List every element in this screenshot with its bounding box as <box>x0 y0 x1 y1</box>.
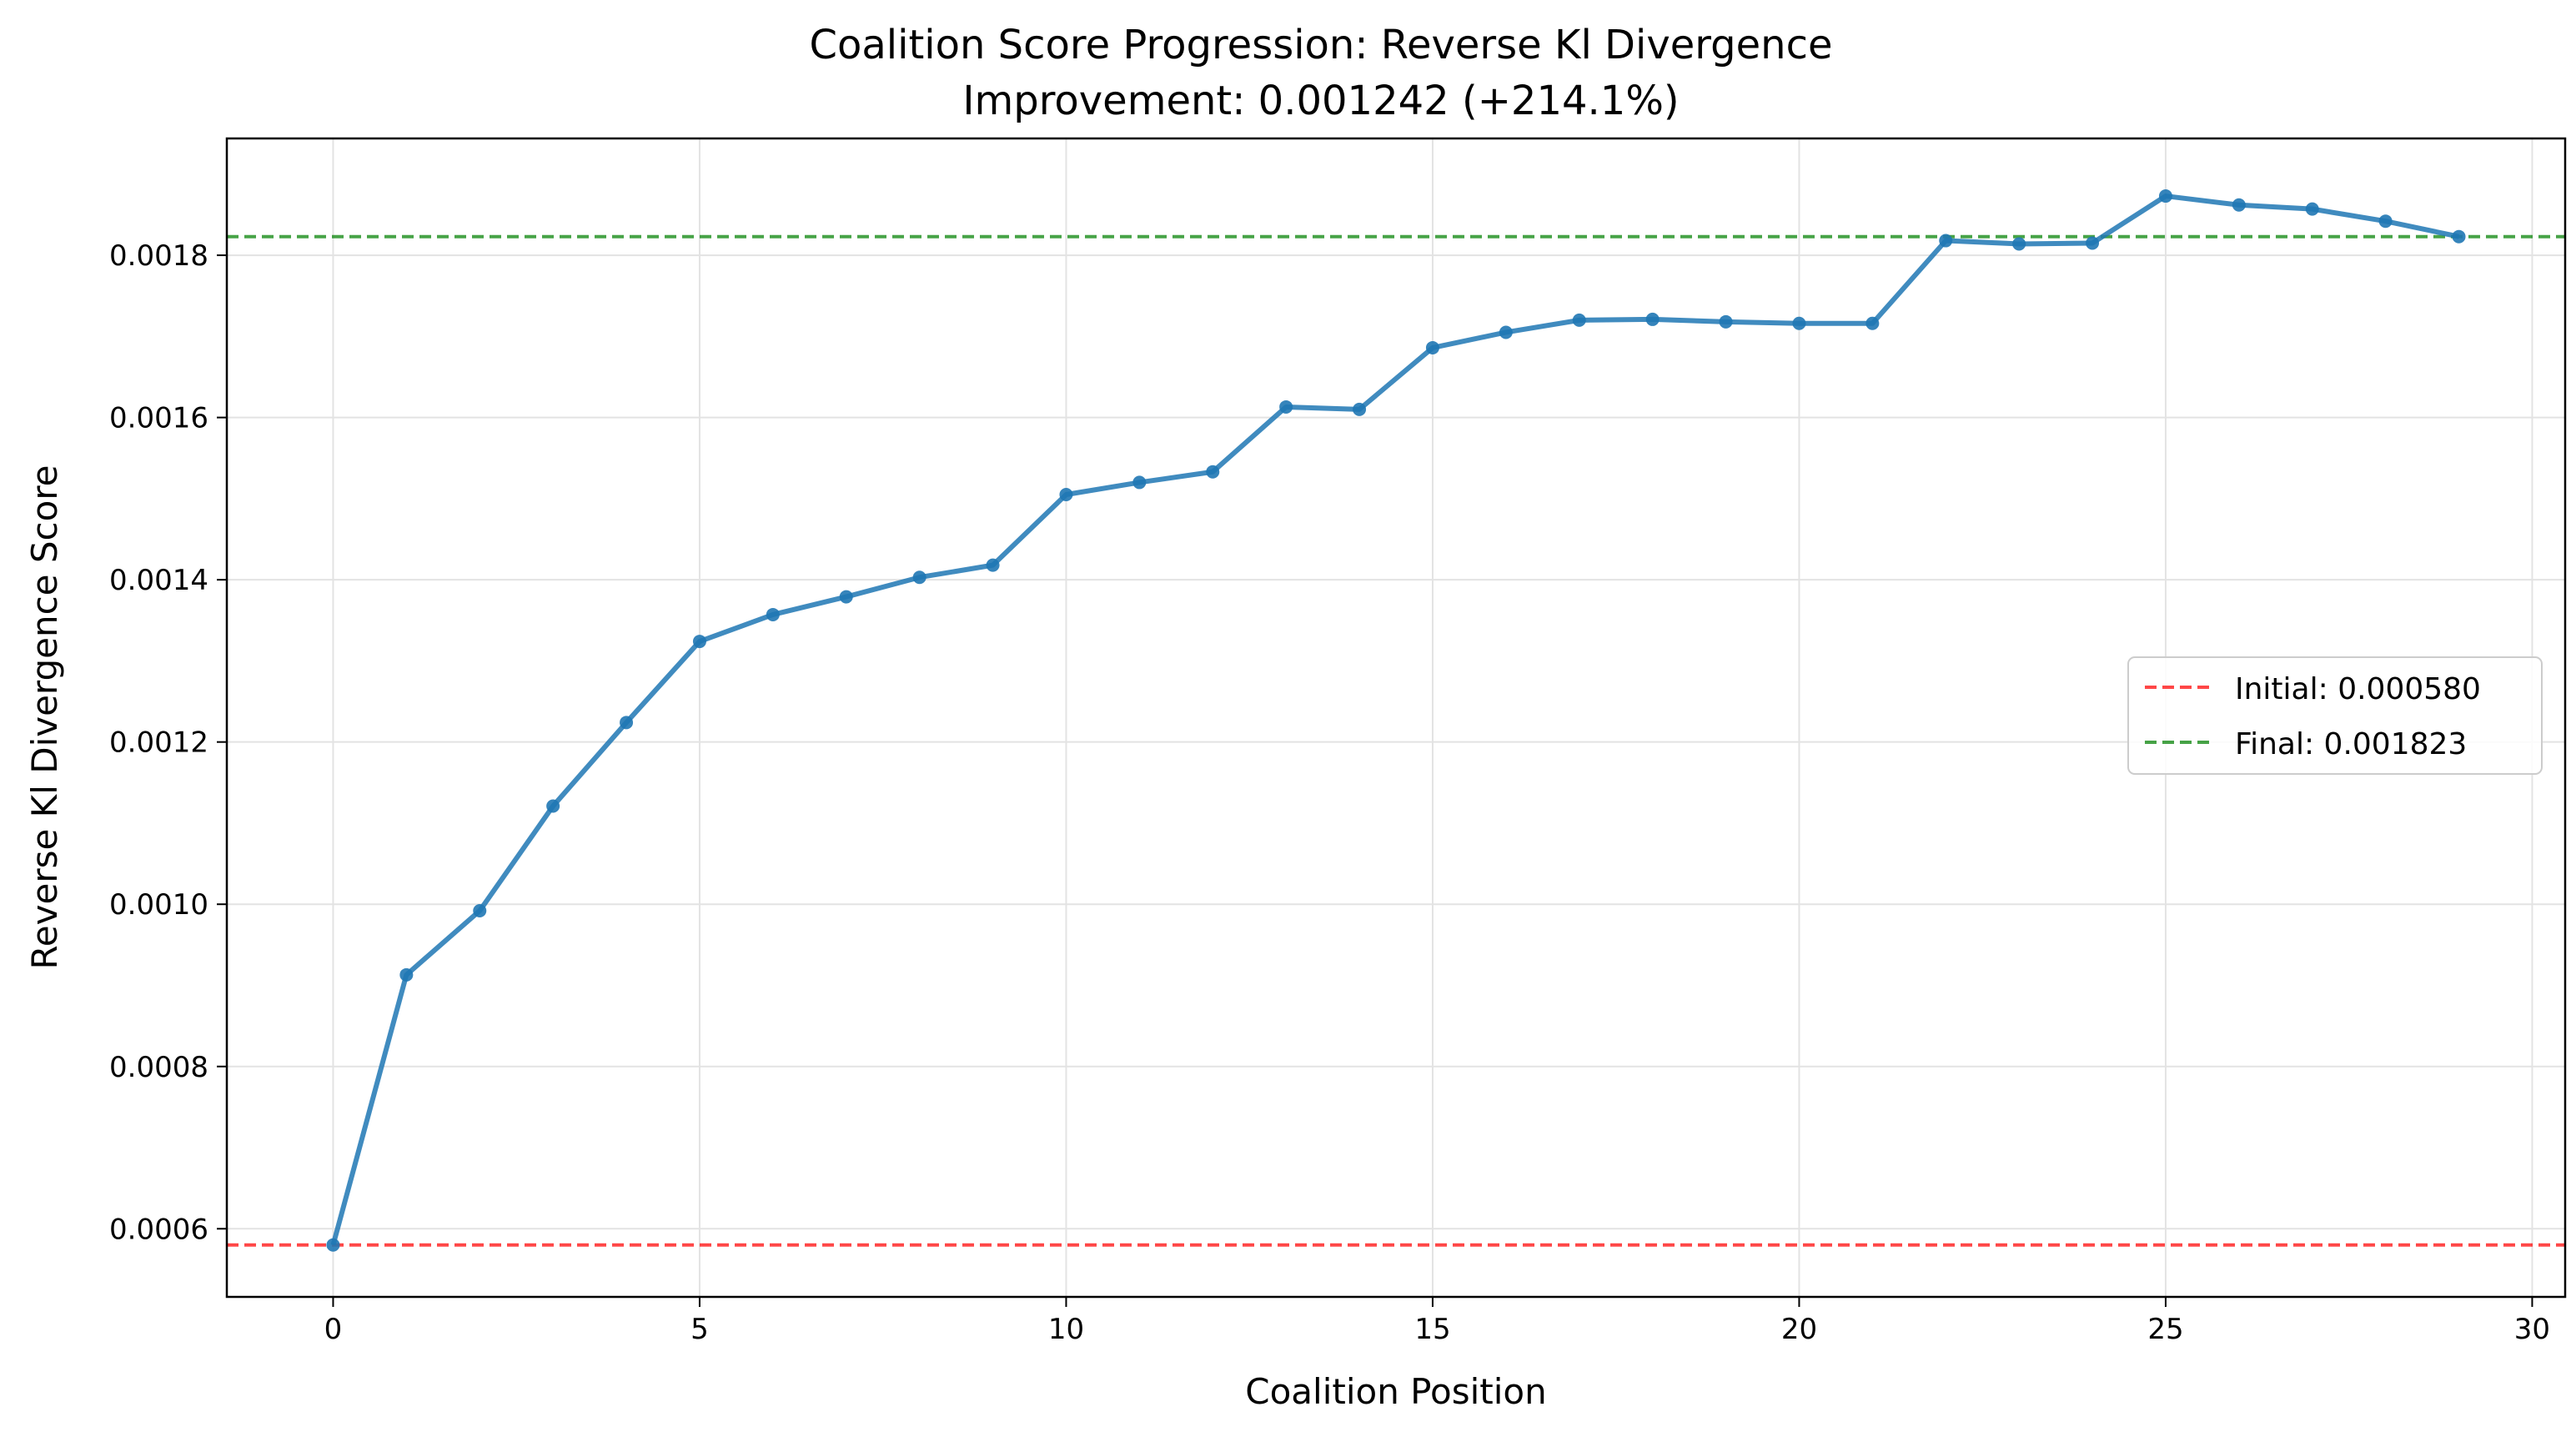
x-tick-label: 15 <box>1414 1313 1450 1346</box>
data-point <box>1499 325 1513 339</box>
plot-frame <box>225 137 2567 1299</box>
data-point <box>1132 475 1147 490</box>
data-point <box>1059 488 1073 502</box>
x-tick-label: 20 <box>1781 1313 1817 1346</box>
data-point <box>326 1238 340 1252</box>
chart-subtitle: Improvement: 0.001242 (+214.1%) <box>962 78 1679 124</box>
series-layer <box>326 189 2466 1252</box>
y-tick-label: 0.0006 <box>109 1213 208 1246</box>
data-point <box>1865 316 1880 330</box>
data-point <box>2378 214 2393 229</box>
data-point <box>766 607 780 621</box>
legend: Initial: 0.000580 Final: 0.001823 <box>2127 656 2543 775</box>
data-point <box>1792 316 1806 330</box>
data-point <box>692 635 706 649</box>
y-tick-label: 0.0018 <box>109 239 208 273</box>
x-tick-label: 5 <box>690 1313 709 1346</box>
data-point <box>2158 189 2172 203</box>
y-tick-label: 0.0010 <box>109 888 208 922</box>
data-point <box>2012 237 2026 251</box>
data-point <box>839 590 853 604</box>
y-tick-label: 0.0014 <box>109 564 208 597</box>
data-point <box>1353 402 1367 416</box>
data-point <box>1206 465 1220 479</box>
series-line <box>330 193 2460 1246</box>
data-point <box>620 716 634 730</box>
y-axis-ticks: 0.0006 0.0008 0.0010 0.0012 0.0014 0.0016 0.00… <box>109 239 227 1246</box>
data-point <box>2086 236 2100 250</box>
data-point <box>1939 234 1953 248</box>
chart-title: Coalition Score Progression: Reverse Kl … <box>810 22 1833 68</box>
x-tick-label: 10 <box>1048 1313 1084 1346</box>
plot-area: 0 5 10 15 20 25 30 0.00060.00080.00100.00120.0… <box>109 137 2567 1346</box>
data-point <box>2232 198 2246 212</box>
legend-label-final: Final: 0.001823 <box>2235 727 2467 761</box>
data-point <box>2452 229 2466 244</box>
x-tick-label: 0 <box>324 1313 343 1346</box>
x-axis-ticks: 0 5 10 15 20 25 30 <box>324 1297 2550 1346</box>
y-tick-label: 0.0016 <box>109 402 208 435</box>
data-point <box>912 570 926 585</box>
y-tick-label: 0.0008 <box>109 1051 208 1084</box>
data-point <box>1279 399 1293 414</box>
data-point <box>1719 314 1733 329</box>
data-point <box>2305 202 2319 216</box>
legend-label-initial: Initial: 0.000580 <box>2235 672 2481 706</box>
data-point <box>1425 340 1439 354</box>
data-point <box>1645 312 1660 326</box>
data-point <box>473 904 487 917</box>
data-point <box>399 967 414 982</box>
data-point <box>986 558 1000 572</box>
x-tick-label: 25 <box>2147 1313 2183 1346</box>
reference-lines <box>227 234 2565 1247</box>
data-point <box>1572 313 1586 327</box>
data-point <box>546 799 560 813</box>
legend-box <box>2127 656 2543 775</box>
y-axis-label: Reverse Kl Divergence Score <box>24 465 65 969</box>
y-tick-label: 0.0012 <box>109 726 208 760</box>
x-tick-label: 30 <box>2514 1313 2550 1346</box>
x-axis-label: Coalition Position <box>1245 1371 1546 1412</box>
